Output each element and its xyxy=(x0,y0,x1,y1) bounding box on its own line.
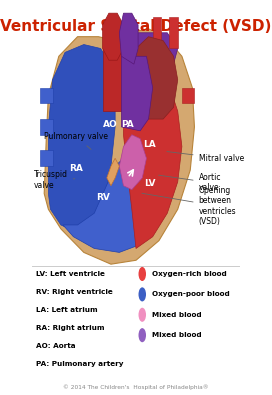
Text: Opening
between
ventricles
(VSD): Opening between ventricles (VSD) xyxy=(142,186,236,226)
Circle shape xyxy=(138,308,146,322)
Polygon shape xyxy=(119,135,146,190)
Circle shape xyxy=(138,287,146,301)
Text: LA: Left atrium: LA: Left atrium xyxy=(36,307,97,313)
Text: Mixed blood: Mixed blood xyxy=(152,332,201,338)
Text: LA: LA xyxy=(143,140,156,149)
Polygon shape xyxy=(169,17,178,49)
Text: LV: LV xyxy=(144,179,155,188)
Text: AO: AO xyxy=(103,120,117,130)
Text: Oxygen-rich blood: Oxygen-rich blood xyxy=(152,271,226,277)
Text: Oxygen-poor blood: Oxygen-poor blood xyxy=(152,292,229,297)
Text: RV: Right ventricle: RV: Right ventricle xyxy=(36,289,113,295)
Text: AO: Aorta: AO: Aorta xyxy=(36,343,75,349)
Text: © 2014 The Children's  Hospital of Philadelphia®: © 2014 The Children's Hospital of Philad… xyxy=(63,385,209,391)
Text: Mixed blood: Mixed blood xyxy=(152,312,201,318)
Polygon shape xyxy=(63,158,149,252)
Polygon shape xyxy=(103,13,123,60)
Polygon shape xyxy=(107,158,119,186)
Polygon shape xyxy=(123,56,182,248)
Text: Pulmonary valve: Pulmonary valve xyxy=(44,132,108,149)
Polygon shape xyxy=(182,88,194,103)
Polygon shape xyxy=(121,56,153,131)
Text: RV: RV xyxy=(96,193,110,202)
Polygon shape xyxy=(128,37,178,119)
Text: LV: Left ventricle: LV: Left ventricle xyxy=(36,271,105,277)
Polygon shape xyxy=(153,17,161,49)
Polygon shape xyxy=(44,29,194,264)
Polygon shape xyxy=(40,150,52,166)
Circle shape xyxy=(138,267,146,281)
Text: Tricuspid
valve: Tricuspid valve xyxy=(34,170,75,190)
Polygon shape xyxy=(40,119,52,135)
Polygon shape xyxy=(48,45,115,233)
Polygon shape xyxy=(103,49,123,111)
Text: Aortic
valve: Aortic valve xyxy=(159,173,221,192)
Polygon shape xyxy=(136,33,178,72)
Circle shape xyxy=(138,328,146,342)
Polygon shape xyxy=(119,13,138,64)
Text: PA: Pulmonary artery: PA: Pulmonary artery xyxy=(36,361,123,367)
Text: RA: Right atrium: RA: Right atrium xyxy=(36,325,104,331)
Text: Ventricular Septal Defect (VSD): Ventricular Septal Defect (VSD) xyxy=(0,19,272,34)
Polygon shape xyxy=(40,88,52,103)
Text: Mitral valve: Mitral valve xyxy=(167,152,244,163)
Text: RA: RA xyxy=(70,164,84,173)
Text: PA: PA xyxy=(121,120,134,130)
